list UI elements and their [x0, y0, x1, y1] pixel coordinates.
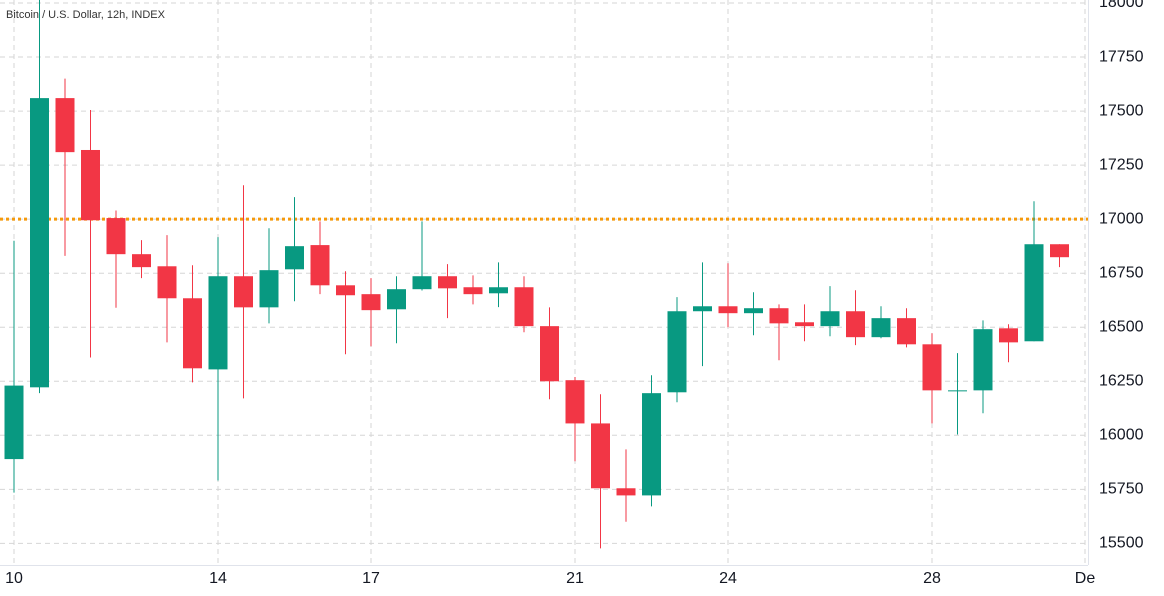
candle-body: [820, 311, 840, 327]
candle-body: [361, 294, 381, 311]
candle-body: [667, 311, 687, 393]
grid: [0, 0, 1088, 565]
candle-body: [4, 385, 24, 460]
x-tick-label: 24: [719, 570, 737, 587]
y-tick-label: 16750: [1099, 264, 1144, 281]
candle-body: [310, 245, 330, 286]
candle-body: [106, 218, 126, 255]
candle-body: [948, 390, 967, 392]
y-tick-label: 16250: [1099, 372, 1144, 389]
candle-body: [973, 329, 993, 391]
candle-body: [999, 328, 1018, 343]
candle-body: [769, 308, 789, 324]
x-tick-label: 17: [362, 570, 380, 587]
y-tick-label: 17250: [1099, 156, 1144, 173]
candle-body: [922, 344, 942, 391]
candle-body: [463, 287, 483, 295]
x-tick-label: 21: [566, 570, 584, 587]
candle-body: [132, 254, 151, 268]
candle-body: [591, 423, 610, 489]
candle-body: [744, 308, 763, 314]
candle-body: [234, 276, 253, 308]
candle-body: [871, 318, 891, 338]
y-tick-label: 15500: [1099, 535, 1144, 552]
candle-body: [897, 318, 916, 345]
candle-body: [795, 322, 814, 327]
candle-body: [438, 276, 457, 289]
candle-body: [565, 380, 585, 424]
candle-body: [1024, 244, 1044, 342]
x-tick-label: 28: [923, 570, 941, 587]
candle-body: [642, 393, 661, 496]
candle-body: [616, 488, 636, 496]
y-tick-label: 18000: [1099, 0, 1144, 11]
y-tick-label: 17750: [1099, 48, 1144, 65]
candle-body: [336, 285, 355, 296]
candle-body: [693, 306, 712, 312]
candle-body: [208, 276, 228, 370]
candle-body: [259, 270, 279, 308]
candle-body: [489, 287, 508, 294]
x-tick-label: 10: [5, 570, 23, 587]
candle-body: [412, 276, 432, 290]
x-tick-label: De: [1075, 570, 1096, 587]
candle-body: [846, 311, 865, 338]
plot-area: [0, 0, 1088, 549]
candle-body: [30, 98, 49, 388]
y-tick-label: 17000: [1099, 210, 1144, 227]
y-tick-label: 16000: [1099, 427, 1144, 444]
y-tick-label: 15750: [1099, 481, 1144, 498]
y-tick-label: 16500: [1099, 318, 1144, 335]
candle-body: [81, 149, 100, 221]
candle-body: [285, 246, 304, 270]
candle-body: [387, 289, 406, 310]
candle-body: [718, 306, 738, 314]
y-tick-label: 17500: [1099, 102, 1144, 119]
candle-body: [540, 326, 559, 382]
x-tick-label: 14: [209, 570, 227, 587]
candle-body: [183, 298, 202, 369]
candle-body: [514, 287, 534, 327]
candle-body: [55, 98, 75, 153]
candle-body: [157, 266, 177, 299]
chart-title: Bitcoin / U.S. Dollar, 12h, INDEX: [6, 9, 166, 21]
axes: 15500 15750 16000 16250 16500 16750 17000 17250…: [5, 0, 1143, 587]
candle-body: [1050, 244, 1069, 258]
